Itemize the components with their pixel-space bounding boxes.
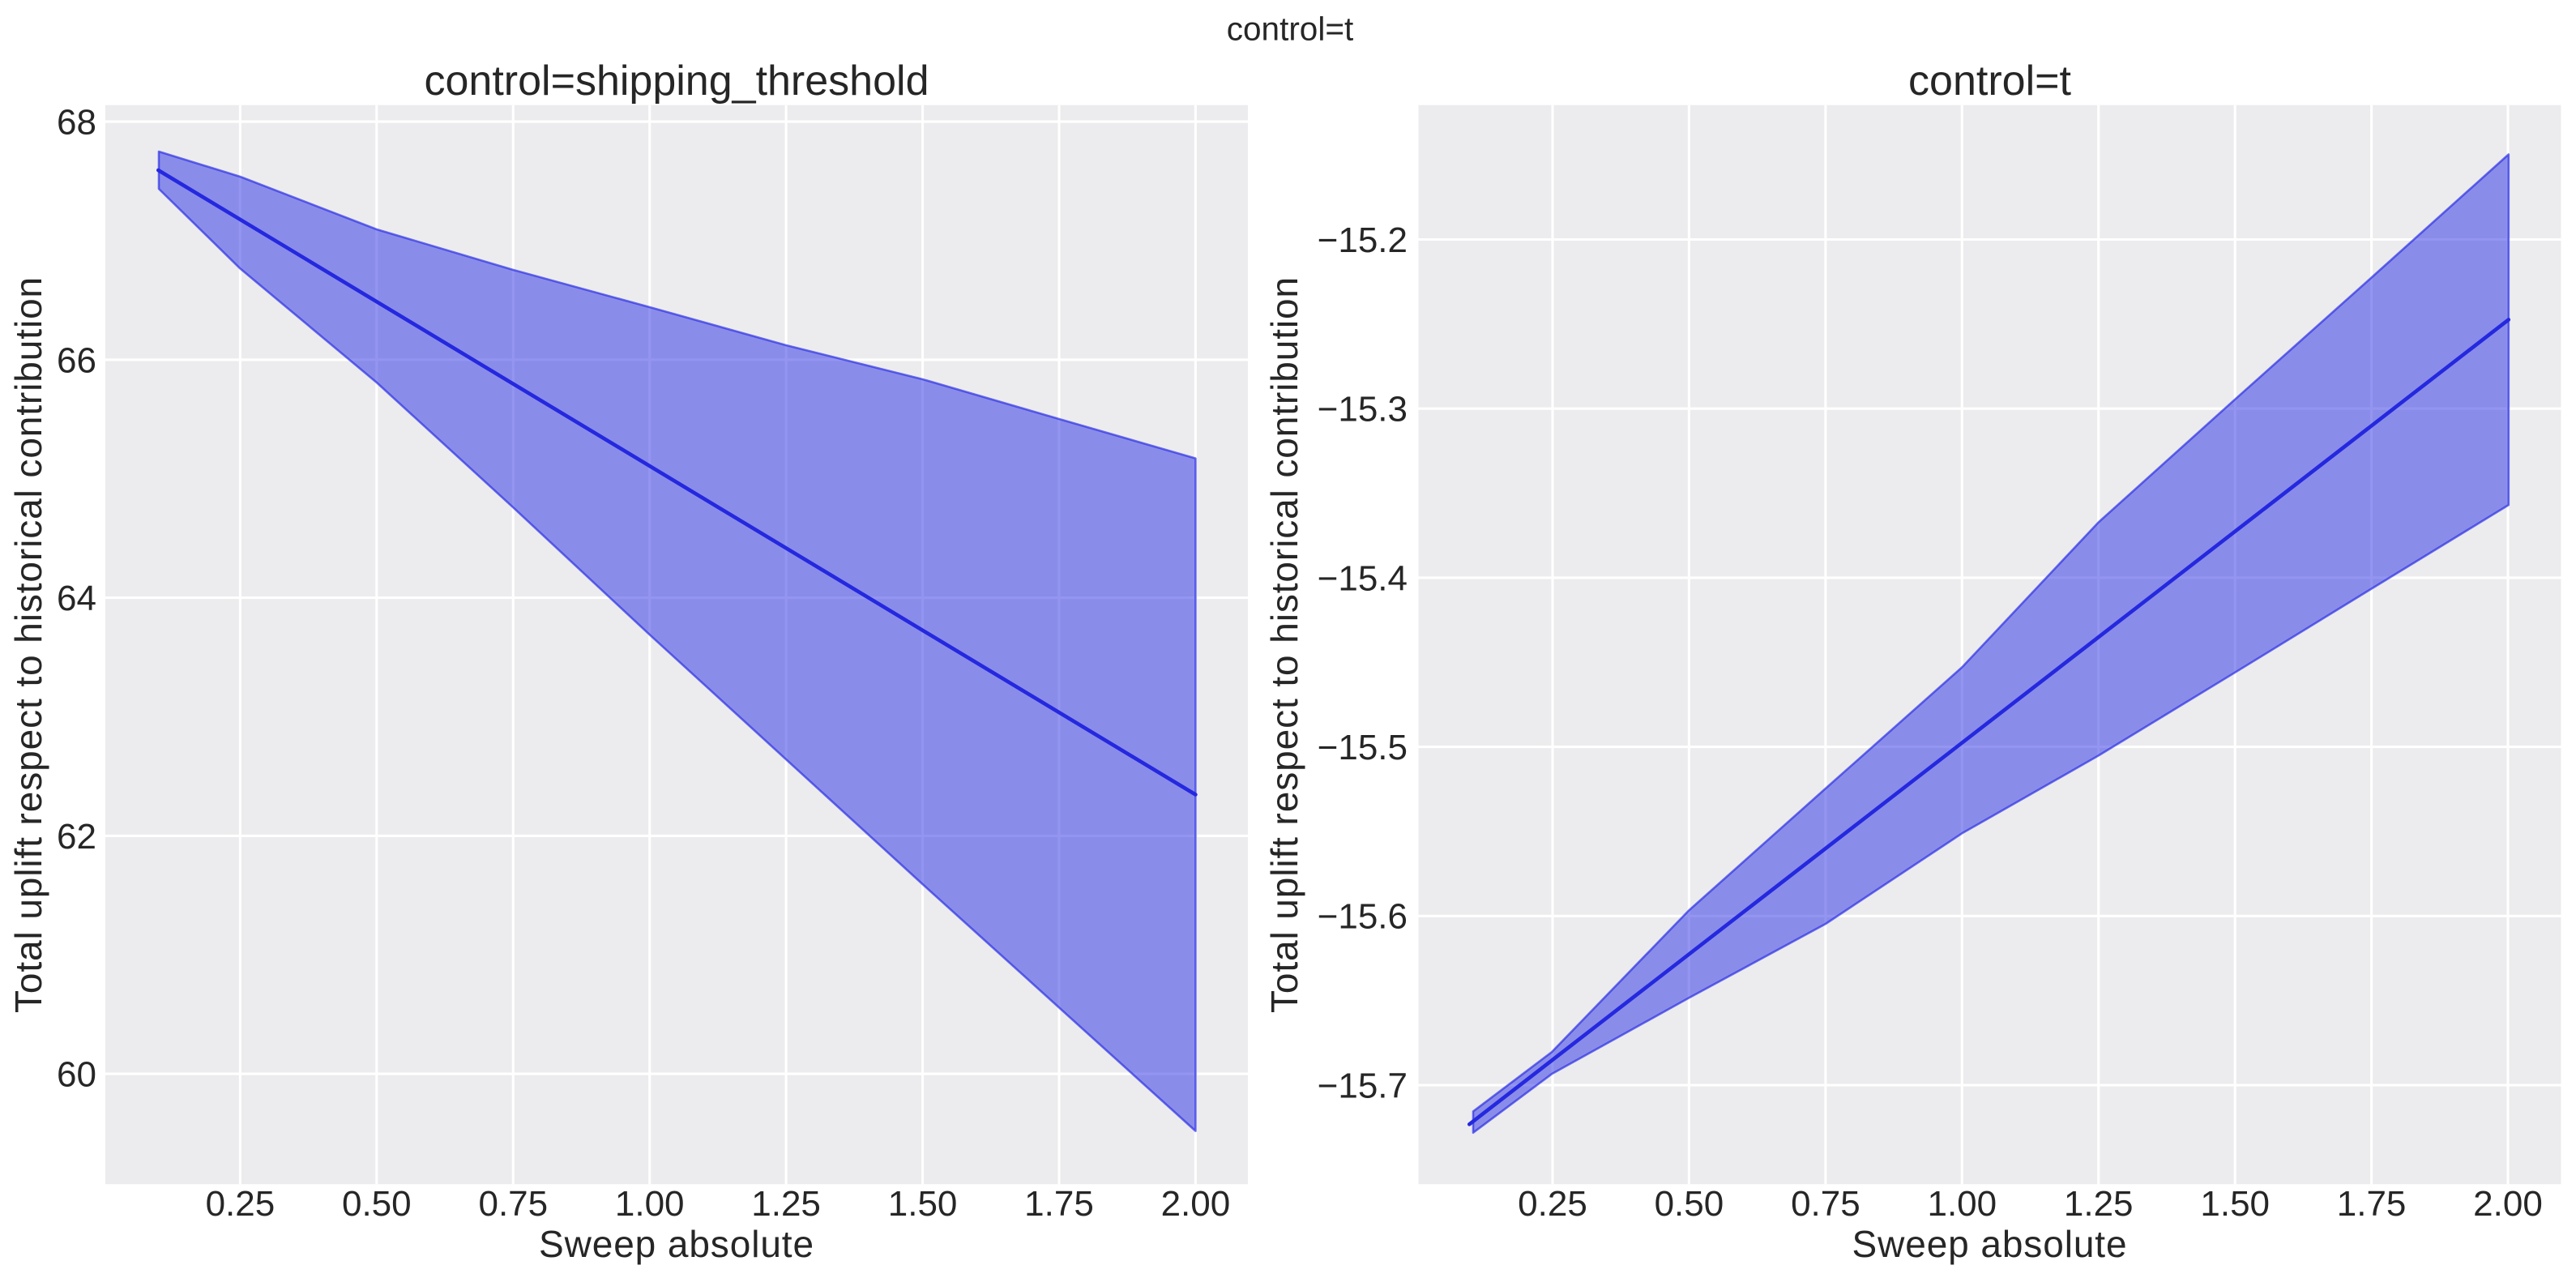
svg-text:0.25: 0.25 [206,1184,276,1224]
svg-text:−15.6: −15.6 [1318,897,1408,937]
svg-text:1.25: 1.25 [2064,1184,2134,1224]
svg-text:62: 62 [57,817,96,857]
svg-text:68: 68 [57,103,96,143]
svg-text:2.00: 2.00 [2473,1184,2543,1224]
svg-text:0.50: 0.50 [342,1184,412,1224]
svg-text:control=shipping_threshold: control=shipping_threshold [425,58,929,105]
svg-text:control=t: control=t [1227,11,1353,48]
svg-text:−15.2: −15.2 [1318,220,1408,260]
svg-text:0.75: 0.75 [1791,1184,1860,1224]
svg-text:−15.5: −15.5 [1318,728,1408,767]
svg-text:Sweep absolute: Sweep absolute [539,1223,814,1265]
svg-text:1.50: 1.50 [888,1184,958,1224]
svg-text:64: 64 [57,579,96,618]
svg-text:0.75: 0.75 [478,1184,548,1224]
svg-text:0.25: 0.25 [1518,1184,1587,1224]
svg-text:2.00: 2.00 [1161,1184,1231,1224]
svg-text:−15.7: −15.7 [1318,1066,1408,1105]
svg-text:1.75: 1.75 [2337,1184,2407,1224]
svg-text:Total uplift respect to histor: Total uplift respect to historical contr… [1263,276,1305,1013]
svg-text:control=t: control=t [1908,58,2071,105]
svg-text:−15.3: −15.3 [1318,390,1408,430]
svg-text:1.25: 1.25 [751,1184,821,1224]
svg-text:0.50: 0.50 [1655,1184,1724,1224]
svg-text:1.00: 1.00 [1927,1184,1997,1224]
svg-text:66: 66 [57,340,96,380]
svg-text:60: 60 [57,1055,96,1095]
svg-text:1.75: 1.75 [1024,1184,1094,1224]
svg-text:−15.4: −15.4 [1318,558,1408,598]
svg-text:Sweep absolute: Sweep absolute [1852,1223,2128,1265]
svg-text:1.50: 1.50 [2200,1184,2270,1224]
svg-text:1.00: 1.00 [615,1184,685,1224]
svg-text:Total uplift respect to histor: Total uplift respect to historical contr… [7,276,49,1013]
